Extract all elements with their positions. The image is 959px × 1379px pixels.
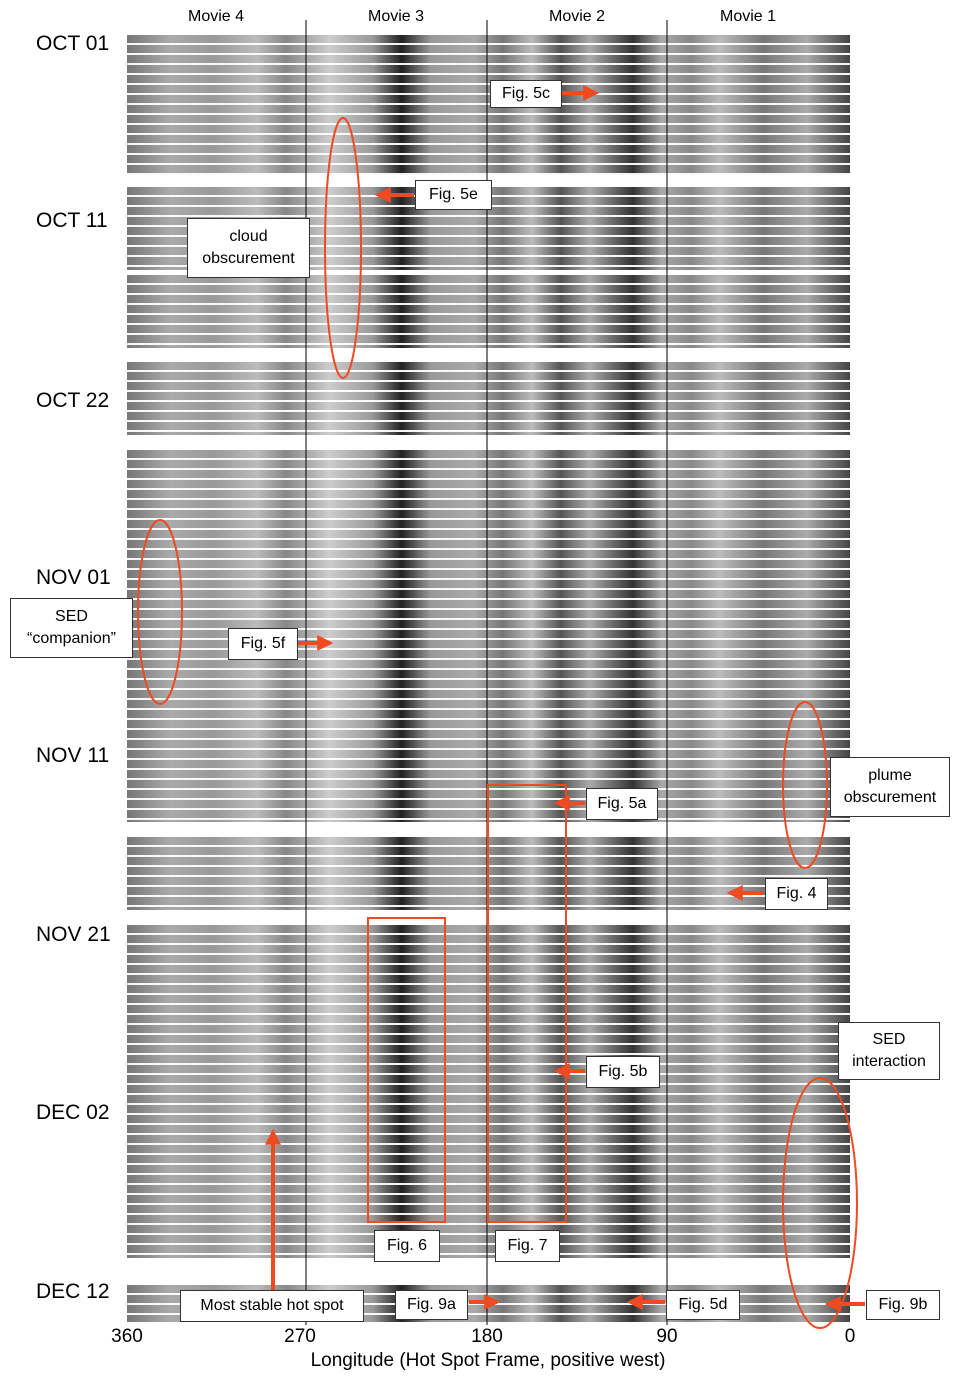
image-strip	[127, 362, 850, 435]
annotation: Fig. 9a	[395, 1290, 468, 1320]
date-label: OCT 01	[36, 32, 110, 55]
annotation: Fig. 5d	[666, 1290, 740, 1320]
date-label: DEC 02	[36, 1101, 110, 1124]
annotation: Fig. 4	[765, 878, 828, 910]
annotation: Fig. 5c	[490, 80, 562, 108]
annotation: Most stable hot spot	[180, 1290, 364, 1322]
annotation: SED interaction	[838, 1022, 940, 1080]
date-label: NOV 01	[36, 566, 111, 589]
highlight-ellipse	[782, 1077, 858, 1329]
annotation: Fig. 5a	[586, 788, 658, 820]
date-label: OCT 11	[36, 209, 108, 232]
x-tick-label: 90	[656, 1326, 678, 1347]
x-tick-label: 360	[111, 1326, 143, 1347]
highlight-ellipse	[137, 519, 183, 705]
x-tick-label: 270	[284, 1326, 316, 1347]
date-label: DEC 12	[36, 1280, 110, 1303]
image-strip	[127, 35, 850, 175]
annotation: SED “companion”	[10, 598, 133, 658]
image-strip	[127, 275, 850, 348]
annotation: Fig. 5e	[415, 180, 492, 210]
annotation: Fig. 5f	[228, 628, 298, 660]
highlight-ellipse	[782, 701, 828, 869]
annotation: Fig. 5b	[586, 1056, 660, 1088]
column-header: Movie 2	[548, 8, 606, 25]
date-label: NOV 11	[36, 744, 110, 767]
highlight-rect	[487, 784, 567, 1223]
annotation: cloud obscurement	[187, 218, 310, 278]
annotation: Fig. 7	[495, 1230, 560, 1262]
annotation: plume obscurement	[830, 757, 950, 817]
highlight-ellipse	[324, 117, 362, 379]
date-label: OCT 22	[36, 389, 110, 412]
x-tick-label: 0	[844, 1326, 856, 1347]
annotation: Fig. 6	[374, 1230, 440, 1262]
column-header: Movie 3	[367, 8, 425, 25]
x-tick-label: 180	[471, 1326, 503, 1347]
date-label: NOV 21	[36, 923, 111, 946]
column-header: Movie 4	[187, 8, 245, 25]
annotation: Fig. 9b	[866, 1290, 940, 1320]
highlight-rect	[367, 917, 446, 1223]
column-header: Movie 1	[719, 8, 777, 25]
x-axis-label: Longitude (Hot Spot Frame, positive west…	[310, 1350, 666, 1371]
